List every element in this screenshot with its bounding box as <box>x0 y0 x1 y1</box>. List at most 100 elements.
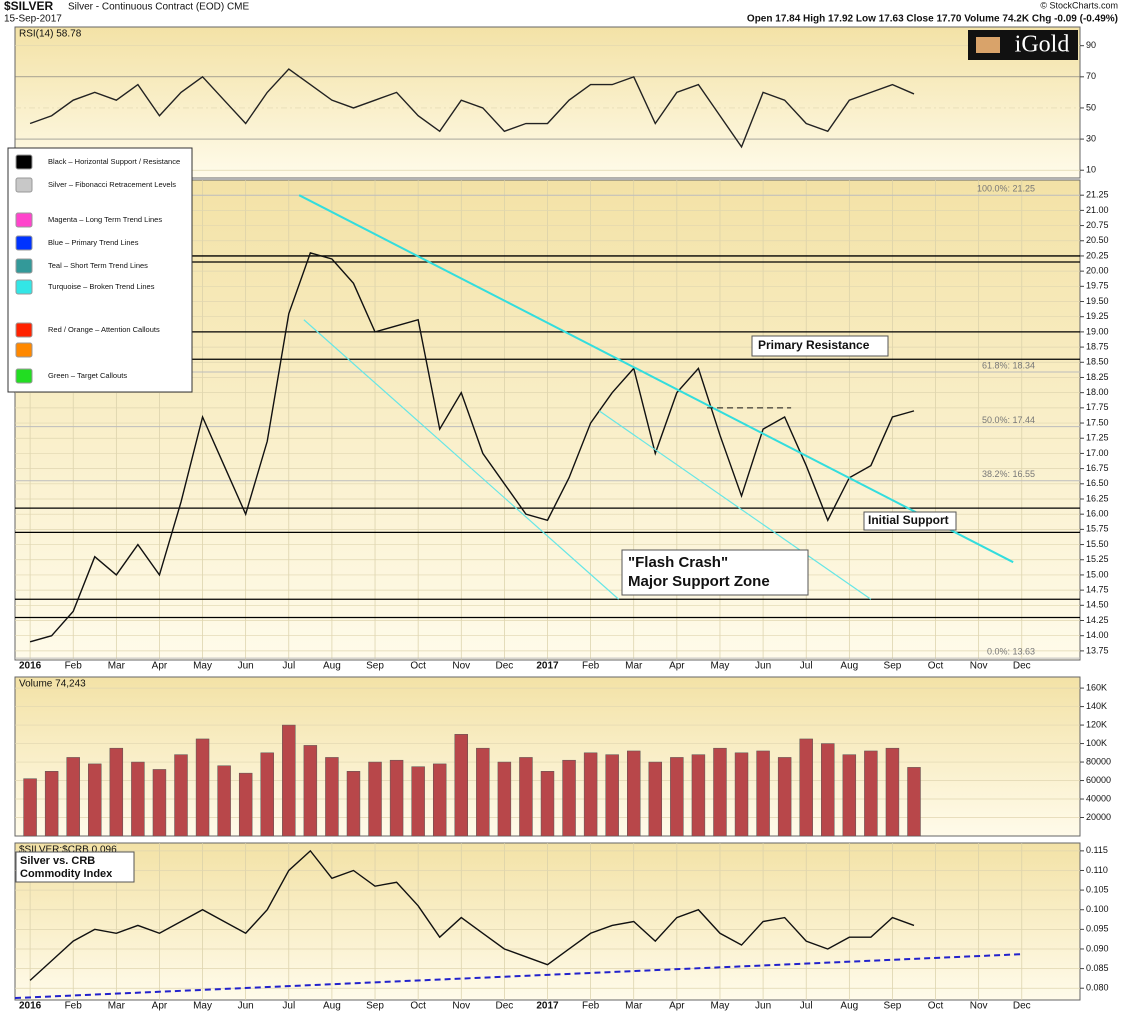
volume-bar <box>131 761 145 837</box>
y-tick-label: 0.090 <box>1086 943 1109 953</box>
callout-box <box>15 851 135 883</box>
panel-label: RSI(14) 58.78 <box>19 29 82 40</box>
volume-bar <box>519 757 533 837</box>
y-tick-label: 21.00 <box>1086 205 1109 215</box>
y-tick-label: 13.75 <box>1086 645 1109 655</box>
legend-swatch <box>15 177 33 193</box>
y-tick-label: 19.25 <box>1086 311 1109 321</box>
y-tick-label: 16.25 <box>1086 493 1109 503</box>
y-tick-label: 70 <box>1086 71 1096 81</box>
y-tick-label: 120K <box>1086 719 1107 729</box>
x-tick-label: Mar <box>625 1001 643 1012</box>
x-tick-label: Feb <box>582 1001 600 1012</box>
callout-box <box>621 549 809 596</box>
legend-label: Green – Target Callouts <box>48 371 127 380</box>
x-tick-label: Mar <box>108 661 126 672</box>
logo: iGold <box>1015 32 1070 58</box>
volume-bar <box>23 778 37 837</box>
y-tick-label: 20.50 <box>1086 235 1109 245</box>
y-tick-label: 15.50 <box>1086 539 1109 549</box>
y-tick-label: 16.50 <box>1086 478 1109 488</box>
x-tick-label: Dec <box>495 1001 513 1012</box>
date: 15-Sep-2017 <box>4 14 62 25</box>
volume-bar <box>497 761 512 837</box>
volume-bar <box>368 761 382 837</box>
x-tick-label: 2017 <box>536 661 559 672</box>
volume-bar <box>756 750 770 837</box>
y-tick-label: 20.75 <box>1086 220 1109 230</box>
x-tick-label: May <box>711 1001 730 1012</box>
volume-bar <box>691 754 706 837</box>
x-tick-label: Jun <box>755 661 771 672</box>
x-tick-label: Nov <box>452 661 470 672</box>
volume-bar <box>66 757 80 837</box>
y-tick-label: 140K <box>1086 701 1107 711</box>
x-tick-label: Sep <box>884 661 902 672</box>
y-tick-label: 20000 <box>1086 812 1111 822</box>
quote: Open 17.84 High 17.92 Low 17.63 Close 17… <box>747 14 1118 25</box>
volume-bar <box>282 724 296 837</box>
volume-bar <box>44 771 59 837</box>
x-tick-label: Dec <box>1013 661 1031 672</box>
x-tick-label: Jul <box>800 1001 813 1012</box>
x-tick-label: Apr <box>152 661 168 672</box>
x-tick-label: Jul <box>282 1001 295 1012</box>
panel-label: $SILVER:$CRB 0.096 <box>19 845 117 856</box>
x-tick-label: Feb <box>65 1001 83 1012</box>
y-tick-label: 80000 <box>1086 756 1111 766</box>
y-tick-label: 0.115 <box>1086 845 1108 855</box>
volume-bar <box>842 754 857 837</box>
callout-box <box>751 335 889 357</box>
volume-bar <box>864 750 878 837</box>
fib-label: 100.0%: 21.25 <box>977 184 1035 194</box>
y-tick-label: 0.105 <box>1086 884 1109 894</box>
x-tick-label: Dec <box>495 661 513 672</box>
legend-swatch <box>15 212 33 228</box>
y-tick-label: 50 <box>1086 102 1096 112</box>
y-tick-label: 100K <box>1086 738 1107 748</box>
volume-bar <box>217 765 231 837</box>
x-tick-label: Apr <box>669 661 685 672</box>
volume-bar <box>346 771 361 837</box>
trend-line <box>14 953 1024 1000</box>
x-tick-label: Nov <box>452 1001 470 1012</box>
legend-label: Turquoise – Broken Trend Lines <box>48 282 155 291</box>
y-tick-label: 17.00 <box>1086 448 1109 458</box>
volume-bar <box>885 747 900 837</box>
y-tick-label: 40000 <box>1086 793 1111 803</box>
fib-label: 61.8%: 18.34 <box>982 360 1035 370</box>
volume-bar <box>432 763 447 837</box>
legend-swatch <box>15 258 33 274</box>
y-tick-label: 18.50 <box>1086 357 1109 367</box>
y-tick-label: 18.75 <box>1086 341 1109 351</box>
x-tick-label: Aug <box>840 1001 858 1012</box>
y-tick-label: 18.25 <box>1086 372 1109 382</box>
volume-bar <box>670 757 684 837</box>
legend-label: Teal – Short Term Trend Lines <box>48 261 148 270</box>
x-tick-label: Mar <box>108 1001 126 1012</box>
x-tick-label: 2016 <box>19 1001 42 1012</box>
legend-swatch <box>15 342 33 358</box>
y-tick-label: 18.00 <box>1086 387 1109 397</box>
trend-line <box>298 194 1014 564</box>
credit: © StockCharts.com <box>1040 0 1118 10</box>
volume-bar <box>152 769 167 837</box>
x-tick-label: May <box>193 1001 212 1012</box>
x-tick-label: Jul <box>282 661 295 672</box>
x-tick-label: Jun <box>238 661 254 672</box>
y-tick-label: 30 <box>1086 133 1096 143</box>
series-line <box>29 849 915 981</box>
y-tick-label: 0.080 <box>1086 983 1109 993</box>
y-tick-label: 14.50 <box>1086 600 1109 610</box>
volume-bar <box>411 766 425 837</box>
y-tick-label: 21.25 <box>1086 190 1109 200</box>
volume-bar <box>583 752 598 837</box>
y-tick-label: 0.110 <box>1086 865 1108 875</box>
series-line <box>29 68 915 149</box>
trend-line <box>598 410 872 600</box>
x-tick-label: Aug <box>323 661 341 672</box>
volume-bar <box>907 767 921 837</box>
x-tick-label: Sep <box>884 1001 902 1012</box>
x-tick-label: Apr <box>669 1001 685 1012</box>
x-tick-label: Nov <box>970 1001 988 1012</box>
